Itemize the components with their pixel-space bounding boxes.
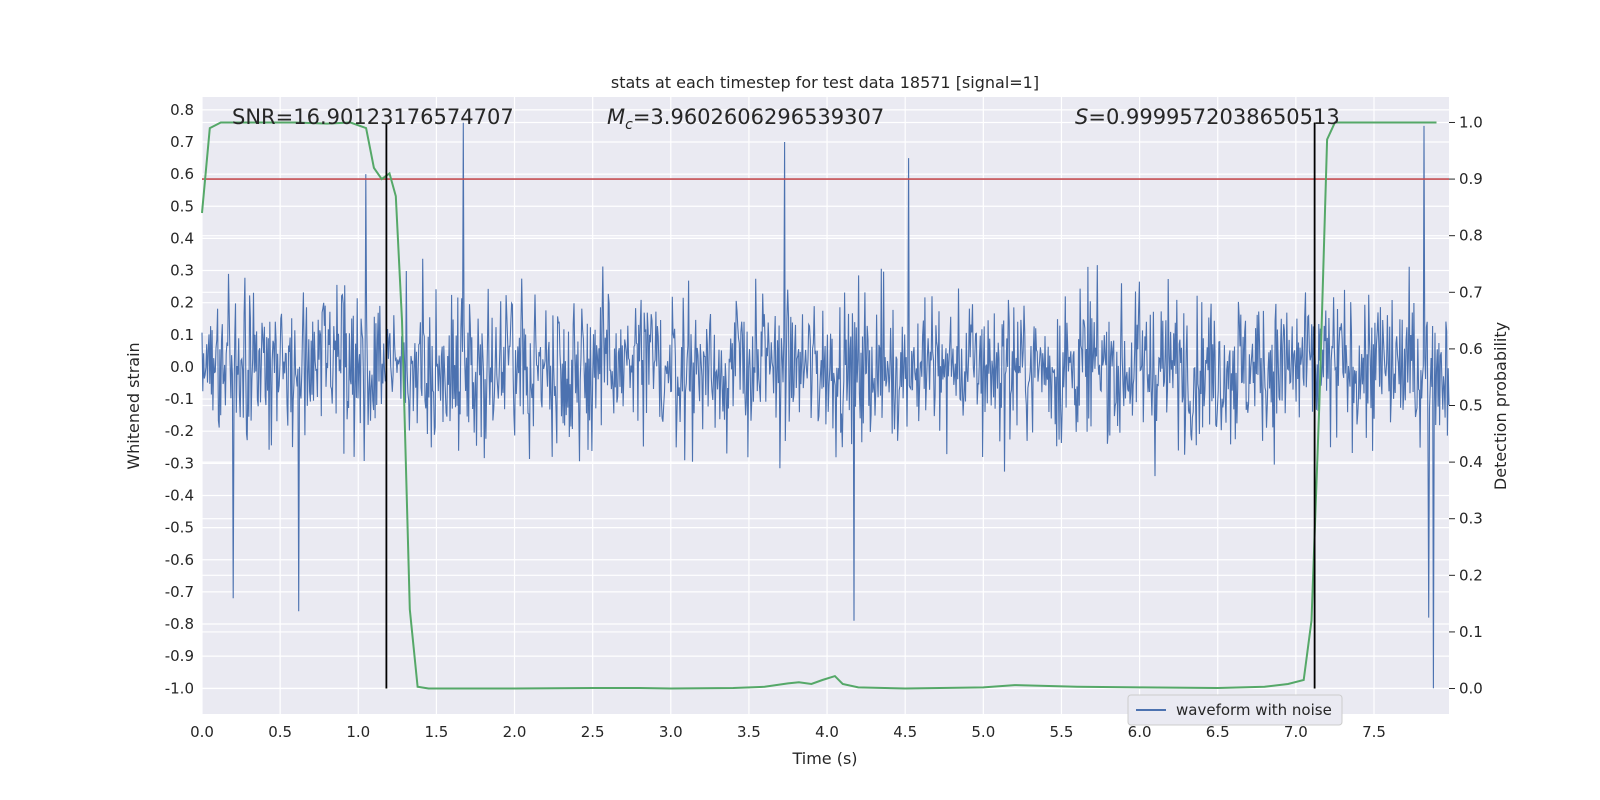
x-tick-label: 5.5: [1050, 723, 1074, 741]
significance-annotation: S=0.9999572038650513: [1075, 105, 1340, 129]
y-left-tick-label: -0.3: [165, 454, 194, 472]
waveform-with-noise-line: [201, 122, 1450, 689]
y-right-tick-label: 0.0: [1459, 680, 1483, 698]
x-tick-label: 1.0: [346, 723, 370, 741]
y-left-tick-label: -0.6: [165, 551, 194, 569]
y-right-tick-label: 0.9: [1459, 170, 1483, 188]
x-tick-label: 4.0: [815, 723, 839, 741]
x-tick-label: 7.0: [1284, 723, 1308, 741]
x-tick-label: 6.0: [1128, 723, 1152, 741]
snr-annotation: SNR=16.90123176574707: [232, 105, 514, 129]
x-axis-label: Time (s): [791, 749, 857, 768]
chirp-mass-symbol: M: [607, 105, 625, 129]
x-tick-label: 7.5: [1362, 723, 1386, 741]
series-layer: [201, 121, 1450, 690]
x-tick-label: 1.5: [424, 723, 448, 741]
y-left-tick-label: -0.2: [165, 422, 194, 440]
y-left-tick-label: 0.5: [170, 197, 194, 215]
y-axis-left-label: Whitened strain: [124, 342, 143, 469]
x-tick-label: 2.0: [503, 723, 527, 741]
y-right-tick-label: 1.0: [1459, 113, 1483, 131]
x-tick-label: 0.0: [190, 723, 214, 741]
y-axis-right: 1.0 0.9 0.8 0.7 0.6 0.5 0.4 0.3 0.2 0.1 0.0: [1449, 113, 1483, 698]
y-left-tick-label: -0.4: [165, 486, 194, 504]
significance-symbol: S: [1075, 105, 1088, 129]
y-left-tick-label: -0.1: [165, 390, 194, 408]
chirp-mass-subscript: c: [625, 117, 633, 133]
x-tick-label: 2.5: [581, 723, 605, 741]
significance-value: =0.9999572038650513: [1088, 105, 1339, 129]
y-right-tick-label: 0.3: [1459, 510, 1483, 528]
y-left-tick-label: 0.0: [170, 358, 194, 376]
legend-label: waveform with noise: [1176, 701, 1332, 719]
chirp-mass-annotation: Mc=3.9602606296539307: [607, 105, 884, 133]
chirp-mass-value: =3.9602606296539307: [633, 105, 884, 129]
y-left-tick-label: 0.3: [170, 262, 194, 280]
y-left-tick-label: 0.4: [170, 229, 194, 247]
y-right-tick-label: 0.4: [1459, 453, 1483, 471]
x-tick-label: 5.0: [971, 723, 995, 741]
y-right-tick-label: 0.8: [1459, 227, 1483, 245]
x-tick-label: 3.5: [737, 723, 761, 741]
y-left-tick-label: 0.6: [170, 165, 194, 183]
y-left-tick-label: -0.8: [165, 615, 194, 633]
y-left-tick-label: -0.9: [165, 647, 194, 665]
y-right-tick-label: 0.1: [1459, 623, 1483, 641]
x-axis: 0.0 0.5 1.0 1.5 2.0 2.5 3.0 3.5 4.0 4.5 5.0 5.5 6.0 6…: [190, 723, 1386, 741]
x-tick-label: 0.5: [268, 723, 292, 741]
y-right-tick-label: 0.7: [1459, 283, 1483, 301]
y-left-tick-label: 0.2: [170, 294, 194, 312]
y-axis-left: 0.8 0.7 0.6 0.5 0.4 0.3 0.2 0.1 0.0 -0.1 -0.2 -0.3 -…: [165, 101, 194, 697]
y-right-tick-label: 0.6: [1459, 340, 1483, 358]
chart-title: stats at each timestep for test data 185…: [611, 73, 1039, 92]
legend: waveform with noise: [1127, 694, 1343, 726]
x-tick-label: 3.0: [659, 723, 683, 741]
y-left-tick-label: -0.5: [165, 519, 194, 537]
y-axis-right-label: Detection probability: [1491, 322, 1510, 490]
y-left-tick-label: 0.1: [170, 326, 194, 344]
y-left-tick-label: -0.7: [165, 583, 194, 601]
x-tick-label: 6.5: [1206, 723, 1230, 741]
legend-box: [1127, 694, 1343, 726]
y-right-tick-label: 0.2: [1459, 566, 1483, 584]
x-tick-label: 4.5: [893, 723, 917, 741]
y-right-tick-label: 0.5: [1459, 397, 1483, 415]
detection-probability-line: [201, 121, 1437, 690]
y-left-tick-label: -1.0: [165, 679, 194, 697]
y-left-tick-label: 0.8: [170, 101, 194, 119]
y-left-tick-label: 0.7: [170, 133, 194, 151]
